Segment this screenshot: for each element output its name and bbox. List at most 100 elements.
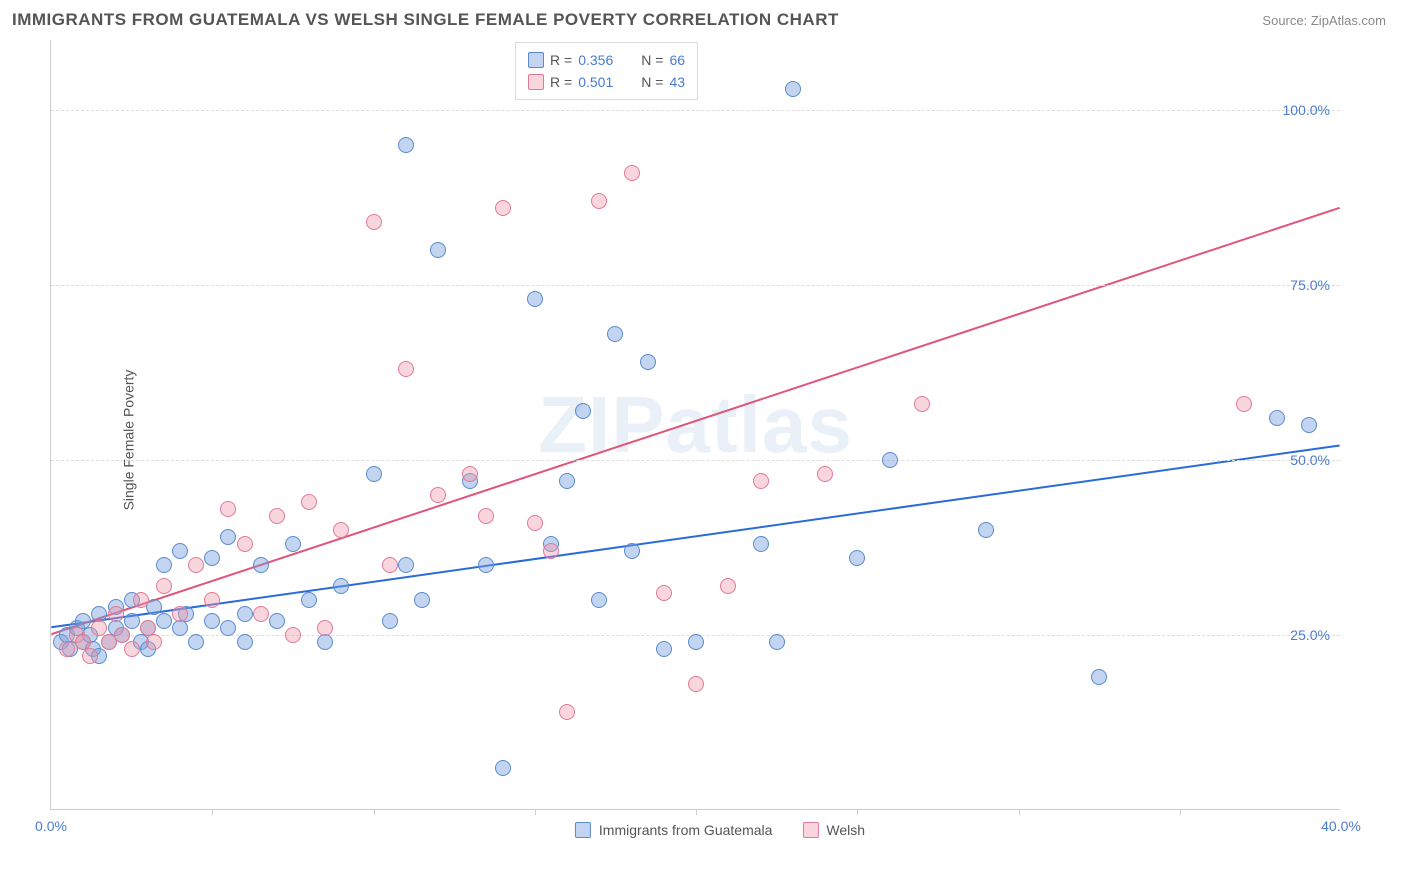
- data-point: [1301, 417, 1317, 433]
- data-point: [237, 536, 253, 552]
- x-tick: [1180, 809, 1181, 815]
- x-tick: [857, 809, 858, 815]
- x-tick: [1019, 809, 1020, 815]
- data-point: [882, 452, 898, 468]
- data-point: [720, 578, 736, 594]
- data-point: [624, 165, 640, 181]
- chart-title: IMMIGRANTS FROM GUATEMALA VS WELSH SINGL…: [12, 10, 839, 30]
- data-point: [914, 396, 930, 412]
- data-point: [301, 592, 317, 608]
- r-value: 0.501: [578, 71, 613, 93]
- data-point: [527, 515, 543, 531]
- data-point: [317, 620, 333, 636]
- data-point: [253, 606, 269, 622]
- legend-swatch-icon: [802, 822, 818, 838]
- data-point: [591, 193, 607, 209]
- chart-container: Single Female Poverty ZIPatlas 25.0%50.0…: [50, 40, 1390, 840]
- data-point: [108, 606, 124, 622]
- x-tick: [212, 809, 213, 815]
- data-point: [753, 536, 769, 552]
- data-point: [188, 634, 204, 650]
- data-point: [59, 641, 75, 657]
- data-point: [495, 200, 511, 216]
- data-point: [398, 137, 414, 153]
- plot-area: ZIPatlas 25.0%50.0%75.0%100.0%0.0%40.0%R…: [50, 40, 1340, 810]
- data-point: [607, 326, 623, 342]
- data-point: [220, 529, 236, 545]
- data-point: [237, 634, 253, 650]
- x-tick-label: 40.0%: [1321, 818, 1361, 834]
- data-point: [188, 557, 204, 573]
- data-point: [527, 291, 543, 307]
- data-point: [688, 634, 704, 650]
- data-point: [269, 613, 285, 629]
- data-point: [366, 466, 382, 482]
- data-point: [133, 592, 149, 608]
- data-point: [156, 613, 172, 629]
- legend-label-series1: Immigrants from Guatemala: [599, 822, 773, 838]
- header-row: IMMIGRANTS FROM GUATEMALA VS WELSH SINGL…: [0, 0, 1406, 35]
- data-point: [1269, 410, 1285, 426]
- n-label: N =: [641, 71, 663, 93]
- watermark-text: ZIPatlas: [538, 379, 853, 471]
- x-tick-label: 0.0%: [35, 818, 67, 834]
- gridline: [51, 460, 1340, 461]
- data-point: [124, 641, 140, 657]
- data-point: [575, 403, 591, 419]
- data-point: [156, 578, 172, 594]
- data-point: [285, 627, 301, 643]
- trend-line: [51, 208, 1339, 634]
- data-point: [769, 634, 785, 650]
- r-value: 0.356: [578, 49, 613, 71]
- data-point: [114, 627, 130, 643]
- data-point: [382, 613, 398, 629]
- source-name: ZipAtlas.com: [1311, 13, 1386, 28]
- n-value: 66: [669, 49, 685, 71]
- data-point: [430, 242, 446, 258]
- data-point: [382, 557, 398, 573]
- legend-item-series2: Welsh: [802, 822, 865, 838]
- data-point: [1091, 669, 1107, 685]
- data-point: [462, 466, 478, 482]
- r-label: R =: [550, 49, 572, 71]
- data-point: [478, 508, 494, 524]
- data-point: [849, 550, 865, 566]
- data-point: [559, 704, 575, 720]
- data-point: [285, 536, 301, 552]
- data-point: [124, 613, 140, 629]
- n-label: N =: [641, 49, 663, 71]
- data-point: [398, 361, 414, 377]
- data-point: [204, 550, 220, 566]
- data-point: [414, 592, 430, 608]
- x-tick: [374, 809, 375, 815]
- y-tick-label: 50.0%: [1290, 452, 1330, 468]
- data-point: [172, 620, 188, 636]
- data-point: [656, 585, 672, 601]
- data-point: [204, 613, 220, 629]
- x-tick: [535, 809, 536, 815]
- legend-swatch-icon: [528, 52, 544, 68]
- legend-swatch-icon: [528, 74, 544, 90]
- data-point: [366, 214, 382, 230]
- data-point: [495, 760, 511, 776]
- y-tick-label: 25.0%: [1290, 627, 1330, 643]
- r-label: R =: [550, 71, 572, 93]
- data-point: [398, 557, 414, 573]
- correlation-legend: R = 0.356N = 66R = 0.501N = 43: [515, 42, 698, 100]
- data-point: [559, 473, 575, 489]
- data-point: [253, 557, 269, 573]
- data-point: [656, 641, 672, 657]
- data-point: [753, 473, 769, 489]
- data-point: [478, 557, 494, 573]
- data-point: [591, 592, 607, 608]
- data-point: [146, 634, 162, 650]
- data-point: [785, 81, 801, 97]
- data-point: [640, 354, 656, 370]
- data-point: [91, 620, 107, 636]
- gridline: [51, 110, 1340, 111]
- source-label: Source:: [1262, 13, 1307, 28]
- data-point: [1236, 396, 1252, 412]
- data-point: [543, 543, 559, 559]
- data-point: [204, 592, 220, 608]
- data-point: [817, 466, 833, 482]
